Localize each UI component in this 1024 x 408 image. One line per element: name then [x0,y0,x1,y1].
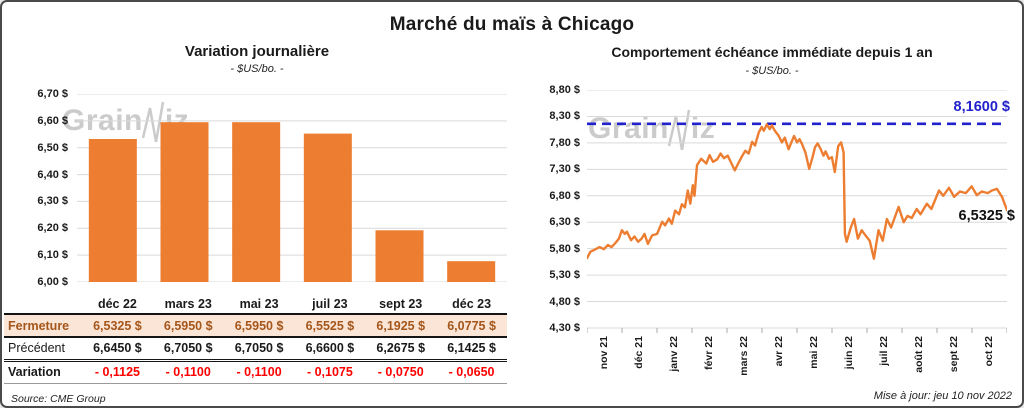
bar-chart-y-axis: 6,70 $ 6,60 $ 6,50 $ 6,40 $ 6,30 $ 6,20 $ 6,10… [2,88,68,288]
row-label: Précédent [8,341,65,356]
row-label: Variation [8,365,61,379]
table-cell: 6,5950 $ [163,318,213,333]
table-cell: 6,5525 $ [305,318,355,333]
table-cell: 6,5950 $ [234,318,284,333]
line-x-tick-label: déc 21 [632,336,645,369]
line-x-tick-label: avr 22 [772,336,785,367]
line-chart-title: Comportement échéance immédiate depuis 1… [611,44,933,60]
bar-y-tick-label: 6,00 $ [37,276,68,288]
bar-mars 23 [160,122,209,282]
table-corner-cell [4,295,82,314]
line-y-tick-label: 4,30 $ [549,322,580,334]
bar-y-tick-label: 6,30 $ [37,195,68,208]
watermark-text: iz [690,112,716,145]
line-chart-subtitle: - $US/bo. - [745,65,799,77]
bar-déc 23 [447,261,496,282]
table-cell: - 0,1100 [236,365,282,379]
bar-mai 23 [232,122,281,282]
update-note: Mise à jour: jeu 10 nov 2022 [873,390,1012,402]
table-cell: 6,7050 $ [234,341,284,356]
table-column-header: juil 23 [312,297,348,311]
line-y-tick-label: 7,30 $ [549,163,580,176]
bar-y-tick-label: 6,10 $ [37,249,68,262]
line-x-tick-label: août 22 [912,336,925,373]
row-label: Fermeture [8,318,70,333]
line-x-tick-label: juin 22 [842,336,855,370]
table-cell: - 0,1125 [94,365,140,379]
bar-y-tick-label: 6,70 $ [37,88,68,100]
table-column-header: mars 23 [164,297,212,311]
watermark-zigzag-icon [667,109,691,150]
bar-y-tick-label: 6,40 $ [37,168,68,181]
table-cell: - 0,1100 [165,365,211,379]
source-note: Source: CME Group [11,393,106,405]
line-x-tick-label: oct 22 [982,336,995,367]
line-chart-plot [585,89,1009,336]
line-x-tick-label: mai 22 [807,336,820,369]
line-y-tick-label: 8,30 $ [549,110,580,123]
page-title: Marché du maïs à Chicago [389,14,635,35]
table-row-variation: Variation - 0,1125 - 0,1100 - 0,1100 - 0,107… [4,360,507,383]
table-cell: 6,1925 $ [376,318,426,333]
last-price-label: 6,5325 $ [958,208,1015,224]
table-cell: 6,0775 $ [447,318,496,333]
bar-y-tick-label: 6,20 $ [37,222,68,235]
bar-y-tick-label: 6,50 $ [37,141,68,154]
bar-sept 23 [375,230,424,282]
reference-line-label: 8,1600 $ [953,99,1010,115]
watermark-text: Grain [588,112,669,145]
bar-chart-plot [77,93,507,283]
table-row-fermeture: Fermeture 6,5325 $ 6,5950 $ 6,5950 $ 6,5525 … [4,314,507,337]
watermark-zigzag-icon [141,101,165,142]
bar-chart-title: Variation journalière [184,43,330,60]
line-x-tick-label: nov 21 [597,336,610,370]
line-x-tick-label: mars 22 [737,336,750,376]
table-cell: 6,5325 $ [93,318,142,333]
table-cell: - 0,0650 [448,365,495,379]
line-chart-x-axis: nov 21 déc 21 janv 22 févr 22 mars 22 avr 22 m… [587,334,1007,396]
bar-chart-subtitle: - $US/bo. - [230,63,284,75]
table-row-précédent: Précédent 6,6450 $ 6,7050 $ 6,7050 $ 6,6600 … [4,337,507,360]
line-y-tick-label: 6,80 $ [549,189,580,202]
price-line-series [585,123,1009,260]
table-cell: 6,1425 $ [447,341,496,356]
line-y-tick-label: 5,30 $ [549,269,580,282]
table-column-header: déc 23 [452,297,492,311]
table-cell: 6,6600 $ [305,341,355,356]
bar-y-tick-label: 6,60 $ [37,114,68,127]
line-x-tick-label: sept 22 [947,336,960,373]
line-y-tick-label: 5,80 $ [549,242,580,255]
table-cell: - 0,0750 [377,365,424,379]
bar-déc 22 [88,138,137,282]
line-y-tick-label: 6,30 $ [549,216,580,229]
table-column-header: sept 23 [379,297,423,311]
line-x-tick-label: févr 22 [702,336,715,370]
table-cell: 6,2675 $ [376,341,426,356]
bar-juil 23 [303,133,352,282]
table-column-header: déc 22 [97,297,137,311]
line-chart-y-axis: 8,80 $ 8,30 $ 7,80 $ 7,30 $ 6,80 $ 6,30 $ 5,80… [520,84,580,334]
table-column-header: mai 23 [239,297,279,311]
price-table: déc 22 mars 23 mai 23 juil 23 sept 23 déc 23 F… [4,295,507,384]
line-x-tick-label: janv 22 [667,336,680,372]
line-y-tick-label: 7,80 $ [549,136,580,149]
table-cell: 6,7050 $ [163,341,213,356]
line-x-tick-label: juil 22 [877,336,890,366]
table-cell: - 0,1075 [306,365,353,379]
line-y-tick-label: 8,80 $ [549,84,580,96]
table-cell: 6,6450 $ [93,341,142,356]
line-y-tick-label: 4,80 $ [549,295,580,308]
table-header-row: déc 22 mars 23 mai 23 juil 23 sept 23 déc 23 [4,295,507,314]
